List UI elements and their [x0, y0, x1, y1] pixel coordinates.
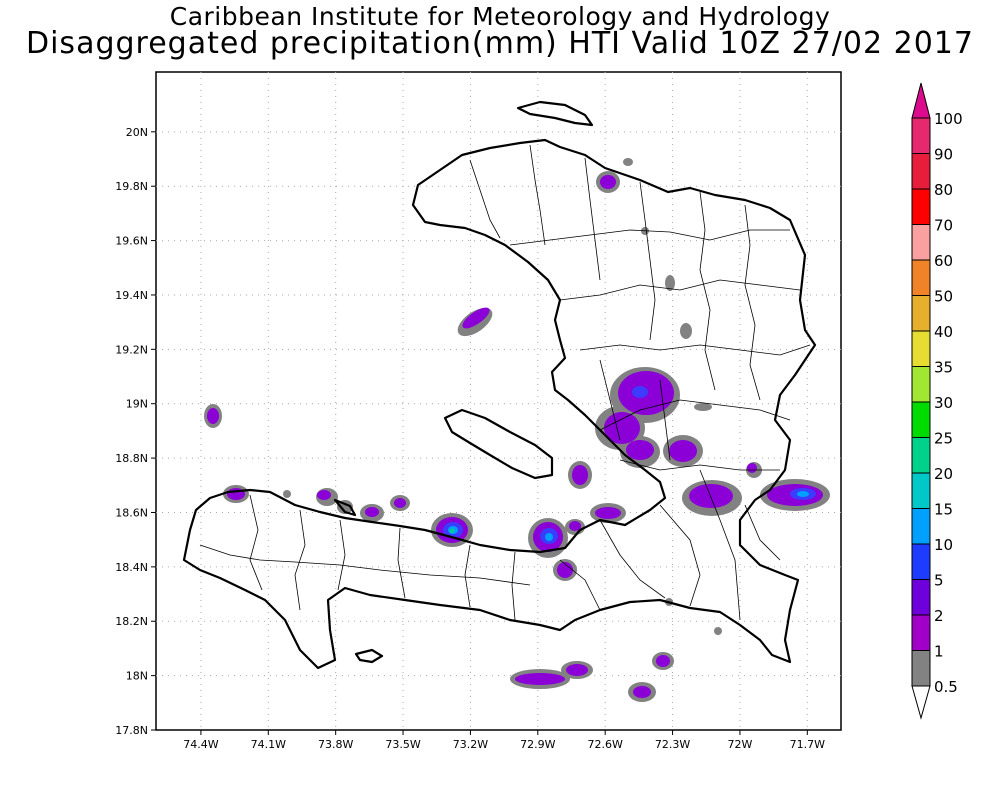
- colorbar-label: 40: [934, 323, 953, 341]
- colorbar-segment: [911, 188, 931, 225]
- y-tick-label: 17.8N: [115, 724, 148, 737]
- colorbar-label: 25: [934, 430, 953, 448]
- colorbar-high-triangle: [911, 82, 931, 119]
- x-tick-label: 72.6W: [587, 738, 622, 751]
- colorbar-label: 2: [934, 607, 944, 625]
- y-tick-label: 19.6N: [115, 235, 148, 248]
- y-axis-ticks: 20N 19.8N 19.6N 19.4N 19.2N 19N 18.8N 18.6N 18.4…: [115, 126, 156, 737]
- coastline: [182, 100, 817, 670]
- colorbar-label: 5: [934, 572, 944, 590]
- colorbar-label: 80: [934, 181, 953, 199]
- colorbar-segment: [911, 330, 931, 367]
- colorbar-segment: [911, 259, 931, 296]
- colorbar-label: 35: [934, 359, 953, 377]
- colorbar-label: 50: [934, 288, 953, 306]
- colorbar-segment: [911, 401, 931, 438]
- x-tick-label: 74.4W: [183, 738, 218, 751]
- colorbar-label: 1: [934, 643, 944, 661]
- x-axis-ticks: 74.4W 74.1W 73.8W 73.5W 73.2W 72.9W 72.6W 72.3W…: [183, 730, 825, 751]
- colorbar-label: 60: [934, 252, 953, 270]
- colorbar-label: 90: [934, 146, 953, 164]
- colorbar-segment: [911, 650, 931, 687]
- colorbar-segment: [911, 437, 931, 474]
- colorbar-segment: [911, 224, 931, 261]
- ile-de-la-gonave: [443, 408, 554, 480]
- colorbar-label: 15: [934, 501, 953, 519]
- x-tick-label: 73.5W: [385, 738, 420, 751]
- colorbar-segment: [911, 614, 931, 651]
- y-tick-label: 20N: [126, 126, 148, 139]
- x-tick-label: 74.1W: [251, 738, 286, 751]
- colorbar-label: 70: [934, 217, 953, 235]
- title-line-1: Caribbean Institute for Meteorology and …: [169, 2, 831, 31]
- colorbar-segment: [911, 295, 931, 332]
- ile-a-vache: [354, 648, 384, 664]
- colorbar-segment: [911, 543, 931, 580]
- colorbar-label: 10: [934, 536, 953, 554]
- colorbar-label: 20: [934, 465, 953, 483]
- colorbar-label: 100: [934, 110, 963, 128]
- haiti-mainland: [182, 138, 817, 670]
- colorbar-segment: [911, 472, 931, 509]
- x-tick-label: 72.9W: [520, 738, 555, 751]
- y-tick-label: 18.6N: [115, 506, 148, 519]
- ile-de-la-tortue: [516, 100, 594, 127]
- x-tick-label: 73.2W: [453, 738, 488, 751]
- colorbar-segment: [911, 153, 931, 190]
- y-tick-label: 18N: [126, 670, 148, 683]
- colorbar-segment: [911, 579, 931, 616]
- admin-boundaries: [199, 144, 811, 621]
- colorbar-segment: [911, 508, 931, 545]
- colorbar-segment: [911, 117, 931, 154]
- y-tick-label: 19.8N: [115, 180, 148, 193]
- cayemites: [333, 498, 357, 517]
- y-tick-label: 18.8N: [115, 452, 148, 465]
- x-tick-label: 73.8W: [318, 738, 353, 751]
- y-tick-label: 19N: [126, 398, 148, 411]
- y-tick-label: 18.2N: [115, 615, 148, 628]
- title-line-2: Disaggregated precipitation(mm) HTI Vali…: [26, 26, 974, 61]
- colorbar-low-triangle: [911, 685, 931, 720]
- y-tick-label: 18.4N: [115, 561, 148, 574]
- y-tick-label: 19.2N: [115, 343, 148, 356]
- precipitation-field: [204, 158, 830, 702]
- y-tick-label: 19.4N: [115, 289, 148, 302]
- x-tick-label: 72W: [727, 738, 752, 751]
- colorbar-label: 0.5: [934, 678, 958, 696]
- map-frame: [155, 71, 842, 731]
- colorbar-label: 30: [934, 394, 953, 412]
- x-tick-label: 72.3W: [655, 738, 690, 751]
- colorbar-segment: [911, 366, 931, 403]
- x-tick-label: 71.7W: [790, 738, 825, 751]
